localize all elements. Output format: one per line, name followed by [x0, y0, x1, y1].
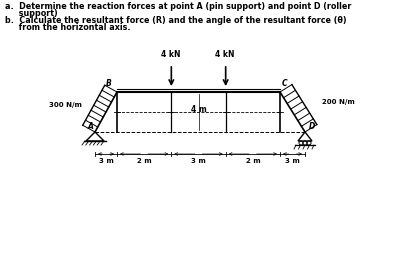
Text: D: D — [309, 122, 316, 131]
Text: 4 kN: 4 kN — [160, 50, 180, 59]
Text: from the horizontal axis.: from the horizontal axis. — [5, 23, 130, 32]
Text: 4 m: 4 m — [191, 106, 207, 115]
Text: b.  Calculate the resultant force (R) and the angle of the resultant force (θ): b. Calculate the resultant force (R) and… — [5, 16, 347, 25]
Text: 3 m: 3 m — [285, 158, 300, 164]
Text: 3 m: 3 m — [191, 158, 206, 164]
Text: support): support) — [5, 9, 58, 18]
Text: 2 m: 2 m — [137, 158, 152, 164]
Text: 3 m: 3 m — [98, 158, 114, 164]
Text: 2 m: 2 m — [246, 158, 260, 164]
Text: 200 N/m: 200 N/m — [322, 99, 355, 105]
Text: C: C — [282, 79, 287, 88]
Text: 4 kN: 4 kN — [215, 50, 234, 59]
Text: a.  Determine the reaction forces at point A (pin support) and point D (roller: a. Determine the reaction forces at poin… — [5, 2, 352, 11]
Text: 300 N/m: 300 N/m — [49, 102, 82, 108]
Text: B: B — [106, 79, 112, 88]
Text: A: A — [87, 122, 93, 131]
